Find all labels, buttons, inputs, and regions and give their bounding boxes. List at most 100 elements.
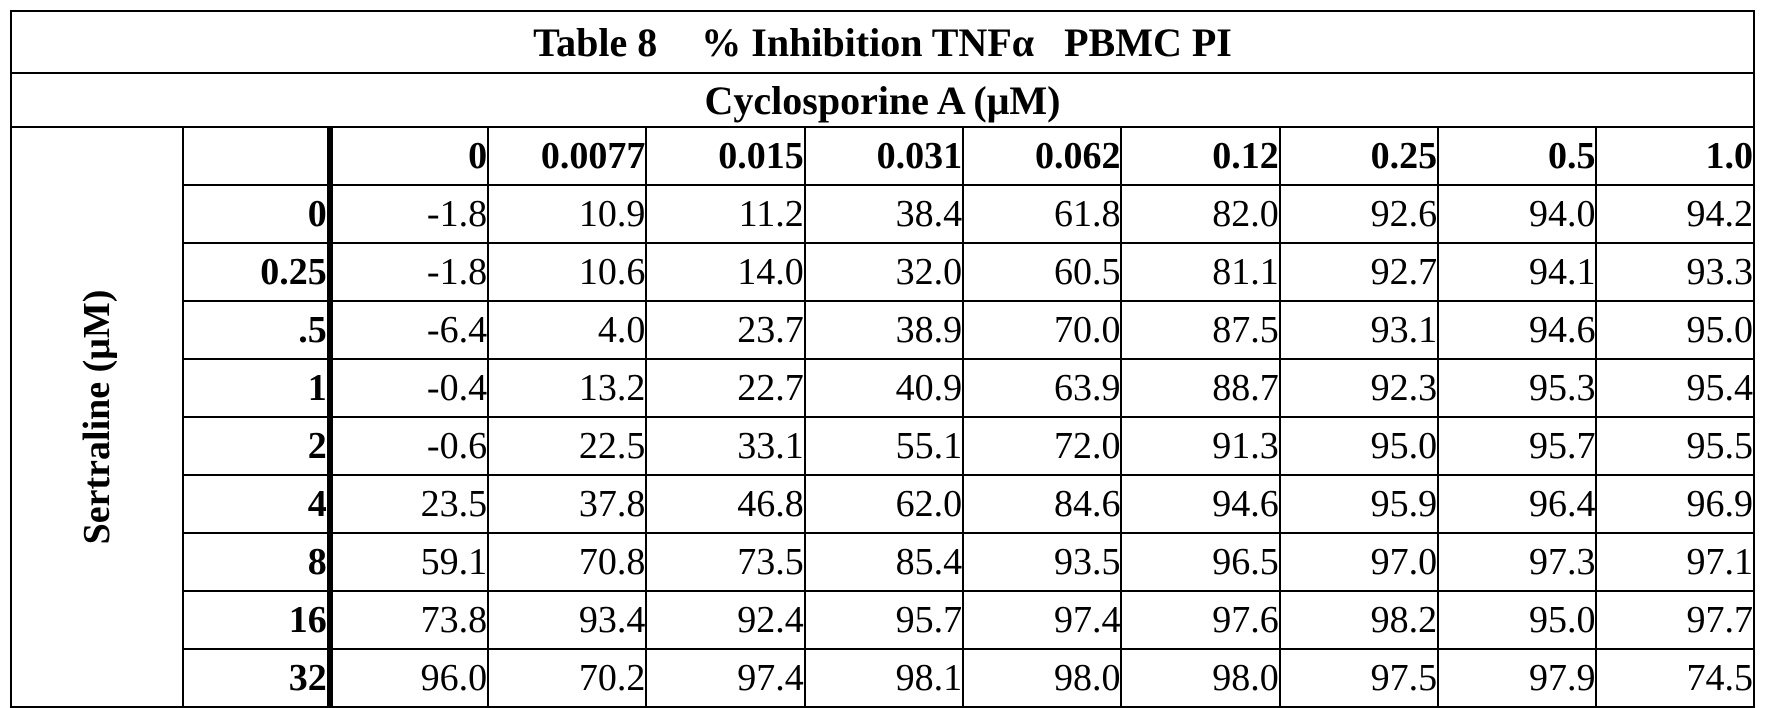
table-cell: 96.4	[1438, 475, 1596, 533]
row-label: .5	[183, 301, 330, 359]
table-cell: 73.8	[330, 591, 488, 649]
table-cell: 63.9	[963, 359, 1121, 417]
table-cell: 59.1	[330, 533, 488, 591]
table-cell: 95.3	[1438, 359, 1596, 417]
row-label: 16	[183, 591, 330, 649]
table-cell: 37.8	[488, 475, 646, 533]
table-cell: 95.0	[1596, 301, 1754, 359]
table-row: .5-6.44.023.738.970.087.593.194.695.0	[11, 301, 1754, 359]
table-cell: 11.2	[646, 185, 804, 243]
table-row: 423.537.846.862.084.694.695.996.496.9	[11, 475, 1754, 533]
table-cell: 72.0	[963, 417, 1121, 475]
table-title-sample: PBMC PI	[1064, 20, 1232, 65]
row-label: 32	[183, 649, 330, 707]
table-cell: 94.6	[1438, 301, 1596, 359]
table-row: 3296.070.297.498.198.098.097.597.974.5	[11, 649, 1754, 707]
column-header-row: Sertraline (μM) 00.00770.0150.0310.0620.…	[11, 127, 1754, 185]
table-cell: 10.9	[488, 185, 646, 243]
table-cell: 33.1	[646, 417, 804, 475]
table-cell: 23.5	[330, 475, 488, 533]
table-row: 0-1.810.911.238.461.882.092.694.094.2	[11, 185, 1754, 243]
row-group-cell: Sertraline (μM)	[11, 127, 183, 707]
table-cell: 93.3	[1596, 243, 1754, 301]
table-cell: 60.5	[963, 243, 1121, 301]
table-cell: 97.6	[1121, 591, 1279, 649]
table-cell: 70.8	[488, 533, 646, 591]
table-cell: 14.0	[646, 243, 804, 301]
table-cell: -0.6	[330, 417, 488, 475]
table-cell: 40.9	[805, 359, 963, 417]
column-group-label: Cyclosporine A (μM)	[11, 73, 1754, 127]
table-cell: -1.8	[330, 243, 488, 301]
table-cell: 10.6	[488, 243, 646, 301]
table-cell: 93.5	[963, 533, 1121, 591]
table-cell: 84.6	[963, 475, 1121, 533]
row-group-label: Sertraline (μM)	[75, 290, 119, 545]
table-row: 859.170.873.585.493.596.597.097.397.1	[11, 533, 1754, 591]
column-header: 0.12	[1121, 127, 1279, 185]
row-label: 1	[183, 359, 330, 417]
table-cell: 85.4	[805, 533, 963, 591]
table-cell: -6.4	[330, 301, 488, 359]
table-cell: 70.0	[963, 301, 1121, 359]
table-cell: 95.4	[1596, 359, 1754, 417]
table-cell: 74.5	[1596, 649, 1754, 707]
table-title-number: Table 8	[533, 20, 657, 65]
column-header: 0	[330, 127, 488, 185]
row-label: 4	[183, 475, 330, 533]
table-cell: 13.2	[488, 359, 646, 417]
table-cell: 96.9	[1596, 475, 1754, 533]
table-row: 0.25-1.810.614.032.060.581.192.794.193.3	[11, 243, 1754, 301]
table-cell: 97.5	[1280, 649, 1438, 707]
table-cell: 81.1	[1121, 243, 1279, 301]
table-cell: 55.1	[805, 417, 963, 475]
table-cell: -0.4	[330, 359, 488, 417]
table-cell: 98.1	[805, 649, 963, 707]
table-cell: 94.6	[1121, 475, 1279, 533]
table-cell: 96.0	[330, 649, 488, 707]
row-label: 8	[183, 533, 330, 591]
table-cell: 92.7	[1280, 243, 1438, 301]
table-cell: 38.9	[805, 301, 963, 359]
row-label: 0.25	[183, 243, 330, 301]
table-row: 1-0.413.222.740.963.988.792.395.395.4	[11, 359, 1754, 417]
table-cell: 95.0	[1438, 591, 1596, 649]
table-cell: 97.4	[646, 649, 804, 707]
column-group-row: Cyclosporine A (μM)	[11, 73, 1754, 127]
table-cell: 92.6	[1280, 185, 1438, 243]
table-cell: 97.0	[1280, 533, 1438, 591]
table-cell: 62.0	[805, 475, 963, 533]
column-header: 0.5	[1438, 127, 1596, 185]
table-title-measure: % Inhibition TNFα	[701, 20, 1034, 65]
table-cell: 38.4	[805, 185, 963, 243]
table-cell: 22.5	[488, 417, 646, 475]
title-row: Table 8 % Inhibition TNFα PBMC PI	[11, 11, 1754, 73]
table-cell: 32.0	[805, 243, 963, 301]
table-cell: 97.9	[1438, 649, 1596, 707]
column-header: 1.0	[1596, 127, 1754, 185]
inhibition-table: Table 8 % Inhibition TNFα PBMC PI Cyclospo…	[10, 10, 1755, 708]
table-cell: 92.4	[646, 591, 804, 649]
table-cell: 97.7	[1596, 591, 1754, 649]
table-row: 2-0.622.533.155.172.091.395.095.795.5	[11, 417, 1754, 475]
table-cell: 93.1	[1280, 301, 1438, 359]
table-cell: 88.7	[1121, 359, 1279, 417]
table-cell: 95.0	[1280, 417, 1438, 475]
row-label: 0	[183, 185, 330, 243]
table-cell: 82.0	[1121, 185, 1279, 243]
table-cell: 98.2	[1280, 591, 1438, 649]
column-header: 0.015	[646, 127, 804, 185]
table-cell: 95.7	[1438, 417, 1596, 475]
table-cell: 98.0	[1121, 649, 1279, 707]
table-body: Table 8 % Inhibition TNFα PBMC PI Cyclospo…	[11, 11, 1754, 707]
row-label: 2	[183, 417, 330, 475]
column-header: 0.062	[963, 127, 1121, 185]
table-cell: 70.2	[488, 649, 646, 707]
table-cell: 97.4	[963, 591, 1121, 649]
column-header: 0.0077	[488, 127, 646, 185]
table-cell: 22.7	[646, 359, 804, 417]
table-cell: 92.3	[1280, 359, 1438, 417]
table-cell: 97.3	[1438, 533, 1596, 591]
table-cell: 61.8	[963, 185, 1121, 243]
table-title: Table 8 % Inhibition TNFα PBMC PI	[11, 11, 1754, 73]
